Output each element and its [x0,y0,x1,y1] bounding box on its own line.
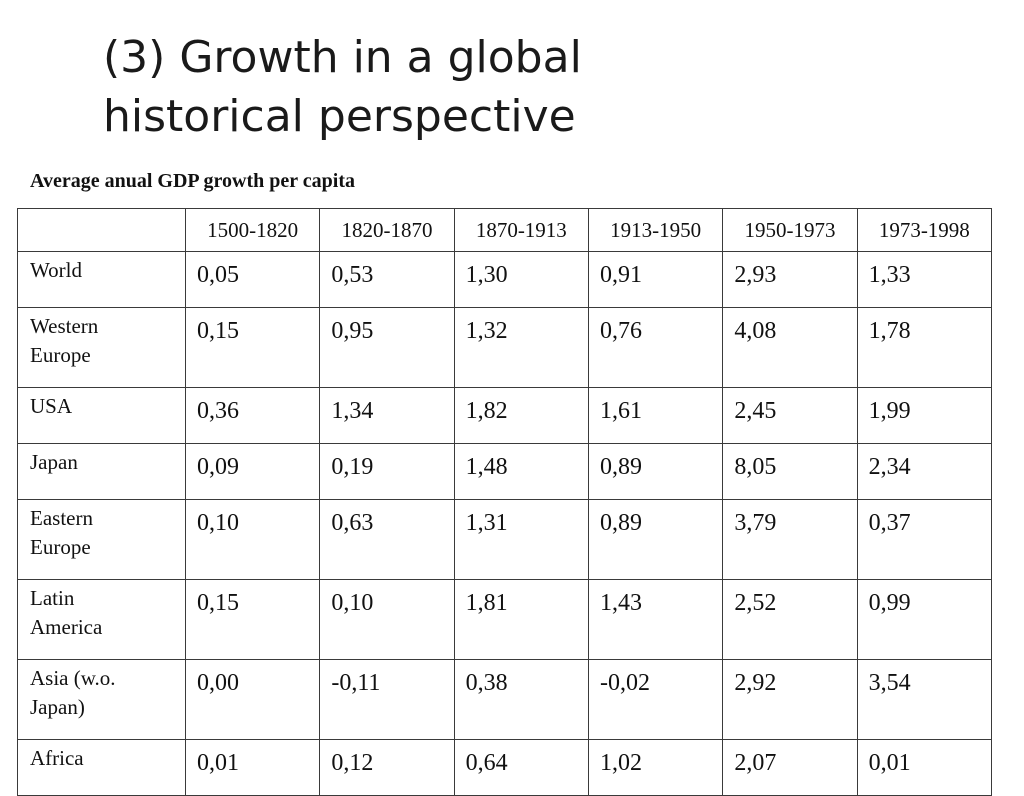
region-cell: World [17,251,186,308]
region-name-line-2: Japan) [30,695,85,719]
region-name-line-1: Western [30,314,99,338]
region-name-line-1: USA [30,394,73,418]
region-cell: Japan [17,443,186,500]
region-cell: USA [17,387,186,444]
value-cell: 1,34 [319,387,455,444]
value-cell: 0,10 [184,499,321,580]
value-cell: 1,31 [453,499,589,580]
value-cell: 3,54 [856,659,993,740]
value-cell: 0,63 [319,499,455,580]
value-cell: -0,02 [587,659,724,740]
value-cell: 2,92 [722,659,858,740]
value-cell: 0,00 [184,659,321,740]
region-cell: Latin America [17,579,186,660]
value-cell: 0,99 [856,579,993,660]
value-cell: 0,37 [856,499,993,580]
header-corner-cell [17,208,186,252]
value-cell: 1,48 [453,443,589,500]
value-cell: 1,81 [453,579,589,660]
table-row: Eastern Europe 0,10 0,63 1,31 0,89 3,79 0… [17,499,993,580]
value-cell: 2,52 [722,579,858,660]
column-header: 1820-1870 [319,208,455,252]
value-cell: 0,53 [319,251,455,308]
value-cell: 1,82 [453,387,589,444]
table-row: World 0,05 0,53 1,30 0,91 2,93 1,33 [17,251,993,308]
region-name-line-1: Latin [30,586,75,610]
region-name-line-2: Europe [30,343,91,367]
table-row: Western Europe 0,15 0,95 1,32 0,76 4,08 1… [17,307,993,388]
value-cell: 8,05 [722,443,858,500]
value-cell: 2,45 [722,387,858,444]
value-cell: 0,05 [184,251,321,308]
value-cell: 0,15 [184,579,321,660]
table-row: USA 0,36 1,34 1,82 1,61 2,45 1,99 [17,387,993,444]
slide-title-line-2: historical perspective [103,91,576,142]
value-cell: 0,36 [184,387,321,444]
value-cell: 0,89 [587,499,724,580]
region-cell: Western Europe [17,307,186,388]
region-name-line-1: Japan [30,450,78,474]
table-row: Japan 0,09 0,19 1,48 0,89 8,05 2,34 [17,443,993,500]
region-name-line-2: Europe [30,535,91,559]
value-cell: 1,30 [453,251,589,308]
value-cell: 3,79 [722,499,858,580]
value-cell: -0,11 [319,659,455,740]
value-cell: 1,78 [856,307,993,388]
region-name-line-1: World [30,258,82,282]
value-cell: 1,99 [856,387,993,444]
column-header: 1950-1973 [722,208,858,252]
region-name-line-1: Eastern [30,506,93,530]
gdp-growth-table: 1500-1820 1820-1870 1870-1913 1913-1950 … [17,208,993,796]
region-name-line-2: America [30,615,103,639]
slide-title: (3) Growth in a global historical perspe… [103,28,903,146]
value-cell: 2,93 [722,251,858,308]
table-row: Latin America 0,15 0,10 1,81 1,43 2,52 0,… [17,579,993,660]
slide-title-line-1: (3) Growth in a global [103,32,582,83]
value-cell: 0,10 [319,579,455,660]
table-caption: Average anual GDP growth per capita [30,170,355,192]
region-name-line-1: Africa [30,746,84,770]
value-cell: 0,19 [319,443,455,500]
value-cell: 1,33 [856,251,993,308]
column-header: 1913-1950 [587,208,724,252]
value-cell: 1,61 [587,387,724,444]
table-row: Asia (w.o. Japan) 0,00 -0,11 0,38 -0,02 2… [17,659,993,740]
value-cell: 4,08 [722,307,858,388]
column-header: 1870-1913 [453,208,589,252]
column-header: 1973-1998 [856,208,993,252]
value-cell: 0,95 [319,307,455,388]
value-cell: 0,15 [184,307,321,388]
value-cell: 0,89 [587,443,724,500]
region-name-line-1: Asia (w.o. [30,666,116,690]
value-cell: 0,09 [184,443,321,500]
value-cell: 1,43 [587,579,724,660]
value-cell: 2,34 [856,443,993,500]
column-header: 1500-1820 [184,208,321,252]
value-cell: 1,32 [453,307,589,388]
value-cell: 0,91 [587,251,724,308]
value-cell: 0,76 [587,307,724,388]
table-header-row: 1500-1820 1820-1870 1870-1913 1913-1950 … [17,208,993,252]
region-cell: Eastern Europe [17,499,186,580]
value-cell: 0,38 [453,659,589,740]
region-cell: Asia (w.o. Japan) [17,659,186,740]
